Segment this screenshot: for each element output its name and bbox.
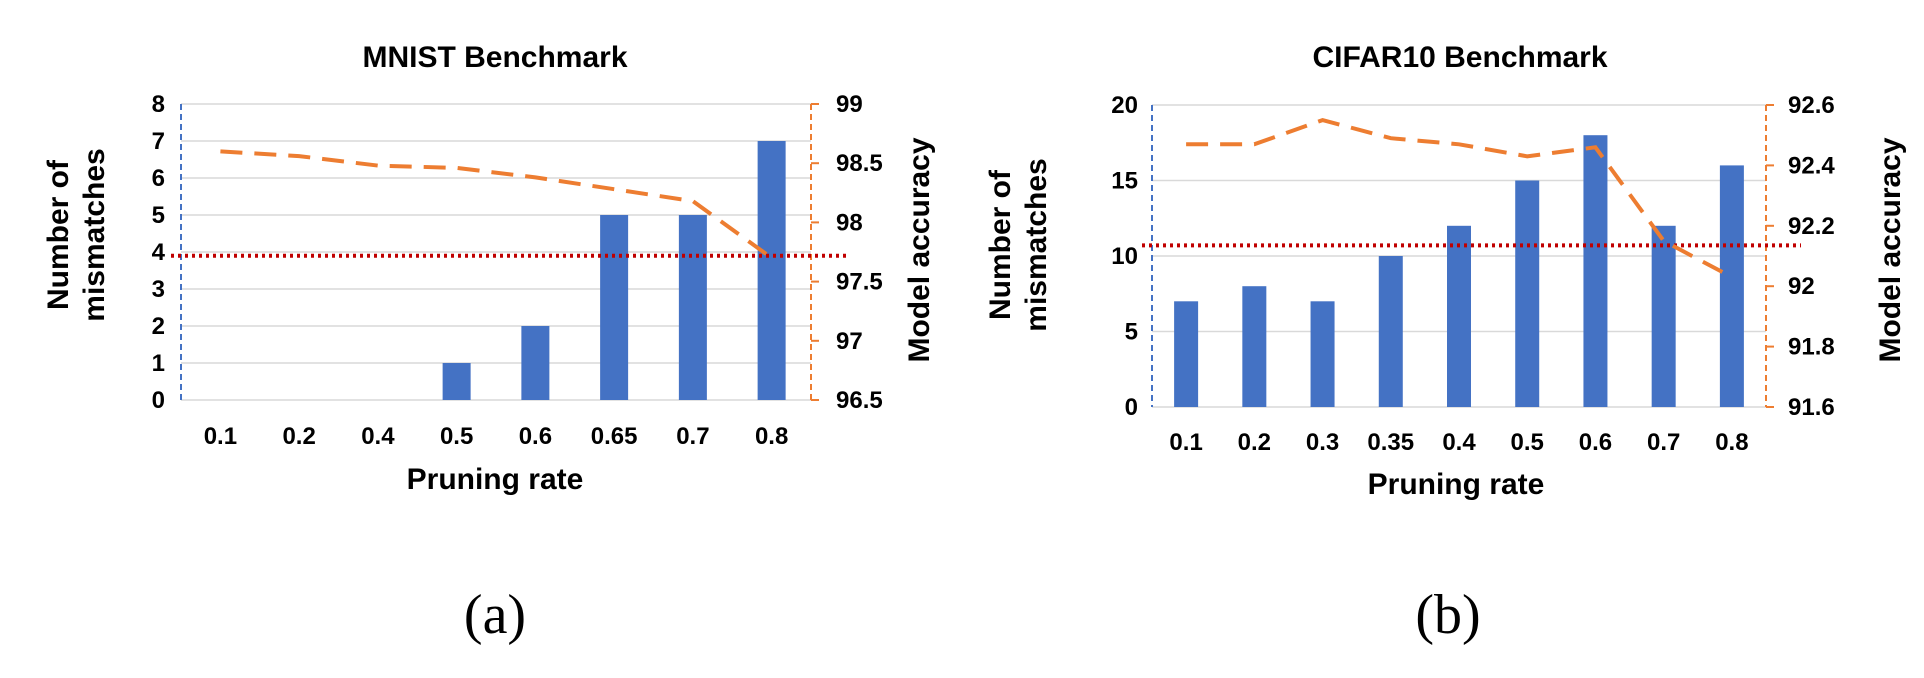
x-tick-label: 0.1 [1169,429,1202,456]
bar [600,215,629,400]
y-axis-label-line-2: mismatches [1020,158,1053,331]
bar [1719,165,1744,407]
plot-area: 0 1 2 3 4 5 6 7 8 96.5 97 97.5 98 98.5 99 0.1 0.2 0.4 0.5 0… [152,91,883,450]
y-tick-label: 10 [1111,243,1138,270]
y-tick-label: 0 [1125,394,1138,421]
y-tick-label: 6 [152,165,165,192]
y-axis-label-line-1: Number of [984,169,1017,320]
y-axis-label-line-1: Number of [42,159,75,310]
y-tick-label: 2 [152,313,165,340]
y2-tick-label: 92.4 [1788,152,1835,179]
y2-tick-label: 97 [836,328,863,355]
y2-tick-label: 98 [836,209,863,236]
x-tick-label: 0.7 [676,423,709,450]
x-tick-label: 0.4 [1442,429,1476,456]
bar [1174,301,1199,407]
bar [1651,225,1676,407]
y2-axis-label: Model accuracy [1874,137,1907,362]
plot-area: 0 5 10 15 20 91.6 91.8 92 92.2 92.4 92.6 0.1 0.2 0.3 0… [1111,92,1835,456]
y-tick-label: 20 [1111,92,1138,119]
y-tick-label: 1 [152,350,165,377]
x-tick-label: 0.8 [755,423,788,450]
y2-tick-label: 97.5 [836,269,883,296]
y2-tick-label: 92.2 [1788,213,1835,240]
bar [521,326,550,400]
bar [1447,225,1471,407]
bar [678,215,707,400]
chart-panel-b: CIFAR10 Benchmark 0 5 10 15 20 91.6 91.8 92 92.2… [984,41,1907,646]
y2-tick-label: 91.6 [1788,394,1835,421]
x-tick-label: 0.5 [440,423,473,450]
y2-tick-label: 96.5 [836,387,883,414]
bar [1515,180,1540,407]
y-tick-label: 8 [152,91,165,118]
y-tick-label: 15 [1111,168,1138,195]
y2-tick-label: 92 [1788,273,1815,300]
panel-label: (b) [1415,584,1480,646]
chart-panel-a: MNIST Benchmark 0 1 2 3 4 5 6 7 8 96.5 97 97.5 98 98.… [42,41,936,646]
x-axis-label: Pruning rate [407,463,584,496]
x-tick-label: 0.2 [1238,429,1271,456]
x-axis-label: Pruning rate [1368,468,1545,501]
bar [757,141,786,400]
x-tick-label: 0.1 [204,423,237,450]
x-tick-label: 0.3 [1306,429,1339,456]
y-tick-label: 0 [152,387,165,414]
chart-title: CIFAR10 Benchmark [1312,41,1607,74]
y2-axis-label: Model accuracy [903,137,936,362]
x-tick-label: 0.8 [1715,429,1748,456]
accuracy-line [220,149,773,260]
x-tick-label: 0.35 [1367,429,1414,456]
bar [1310,301,1335,407]
chart-title: MNIST Benchmark [362,41,627,74]
bar [1242,286,1267,407]
y2-tick-label: 99 [836,91,863,118]
y-axis-label-line-2: mismatches [78,148,111,321]
bar [1583,135,1608,407]
x-tick-label: 0.2 [282,423,315,450]
y2-tick-label: 92.6 [1788,92,1835,119]
accuracy-line [1186,118,1733,279]
y-tick-label: 4 [152,239,166,266]
panel-label: (a) [464,584,526,646]
y2-tick-label: 91.8 [1788,334,1835,361]
x-tick-label: 0.6 [1579,429,1612,456]
x-tick-label: 0.5 [1511,429,1544,456]
x-tick-label: 0.4 [361,423,395,450]
bar [442,363,471,400]
x-tick-label: 0.6 [519,423,552,450]
x-tick-label: 0.7 [1647,429,1680,456]
y-tick-label: 5 [1125,319,1138,346]
y-tick-label: 7 [152,128,165,155]
y2-tick-label: 98.5 [836,150,883,177]
x-tick-label: 0.65 [591,423,638,450]
y-tick-label: 3 [152,276,165,303]
bar [1378,256,1403,407]
y-tick-label: 5 [152,202,165,229]
